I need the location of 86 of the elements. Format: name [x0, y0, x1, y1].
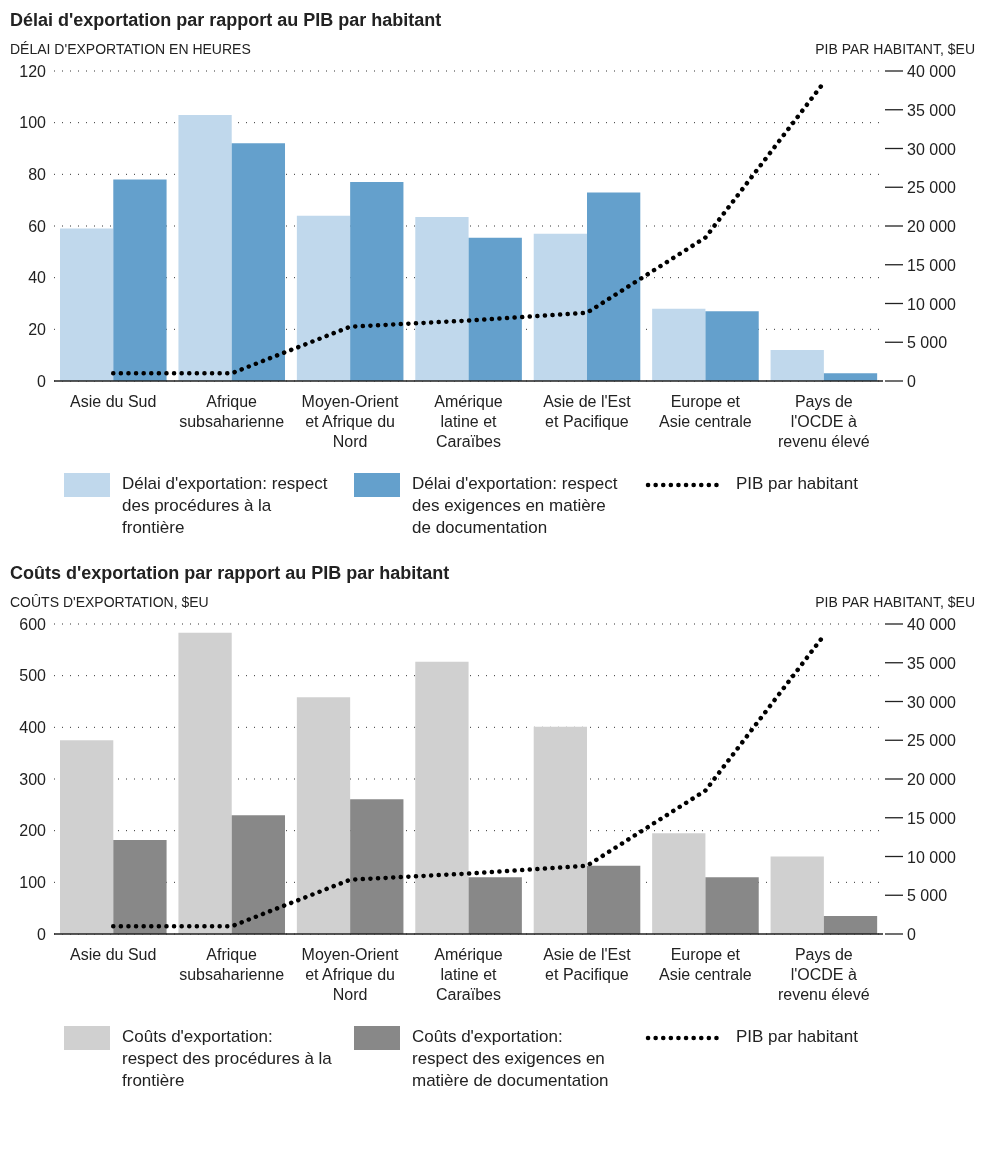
y2-tick-label: 0 [907, 373, 916, 390]
legend-label: PIB par habitant [736, 473, 859, 495]
x-tick-label: Europe et Asie centrale [659, 946, 752, 983]
legend-label: Délai d'exportation: respect des exigences en matière de documentation [412, 473, 619, 539]
x-tick-label: Moyen-Orient et Afrique du Nord [301, 946, 400, 1003]
bar [823, 373, 878, 381]
x-tick-label: Afrique subsaharienne [179, 946, 285, 983]
y-tick-label: 500 [19, 667, 47, 685]
bar [705, 877, 759, 934]
bar [652, 833, 706, 934]
chart-title: Coûts d'exportation par rapport au PIB par habitant [10, 563, 451, 584]
bar [60, 228, 114, 381]
bar [823, 915, 878, 934]
y2-tick-label: 5 000 [907, 887, 948, 905]
bar [178, 632, 232, 934]
bar [231, 815, 286, 934]
y-tick-label: 80 [28, 166, 47, 184]
y2-tick-label: 15 000 [907, 256, 957, 274]
y-tick-label: 100 [19, 874, 47, 892]
bar [468, 877, 522, 934]
x-tick-label: Amérique latine et Caraïbes [434, 393, 503, 450]
y2-axis-title: PIB PAR HABITANT, $EU [815, 41, 975, 57]
bar [533, 726, 588, 934]
bar [587, 865, 641, 934]
legend-label: Coûts d'exportation: respect des procédures à la frontière [122, 1026, 332, 1092]
bar [652, 308, 706, 381]
bar [705, 311, 759, 381]
chart-title: Délai d'exportation par rapport au PIB par habitant [10, 10, 443, 31]
x-tick-label: Asie de l'Est et Pacifique [543, 393, 632, 430]
bar [113, 839, 167, 934]
x-tick-label: Asie du Sud [70, 946, 157, 963]
bar [415, 661, 469, 934]
y2-tick-label: 20 000 [907, 218, 957, 235]
bar [296, 697, 351, 934]
y-tick-label: 600 [19, 615, 47, 633]
legend-label: PIB par habitant [736, 1026, 859, 1048]
y-tick-label: 120 [19, 62, 47, 80]
y-tick-label: 0 [37, 372, 47, 390]
y2-tick-label: 40 000 [907, 616, 957, 633]
y2-tick-label: 35 000 [907, 654, 957, 672]
y-axis-title: COÛTS D'EXPORTATION, $EU [10, 594, 209, 610]
bar [587, 192, 641, 381]
bar [178, 114, 232, 381]
legend-label: Délai d'exportation: respect des procédures à la frontière [122, 473, 329, 539]
bar [468, 237, 522, 381]
bar [296, 215, 351, 381]
y-tick-label: 400 [19, 719, 47, 737]
y2-tick-label: 30 000 [907, 693, 957, 711]
y2-tick-label: 5 000 [907, 334, 948, 352]
y2-tick-label: 15 000 [907, 809, 957, 827]
y-tick-label: 20 [28, 321, 47, 339]
y2-tick-label: 25 000 [907, 179, 957, 197]
x-tick-label: Asie du Sud [70, 393, 157, 410]
y-tick-label: 0 [37, 925, 47, 943]
y2-tick-label: 30 000 [907, 140, 957, 158]
bar [231, 143, 286, 381]
x-tick-label: Europe et Asie centrale [659, 393, 752, 430]
bar [533, 233, 588, 381]
y2-tick-label: 40 000 [907, 63, 957, 80]
bar [113, 179, 167, 381]
x-tick-label: Afrique subsaharienne [179, 393, 285, 430]
bar [770, 856, 824, 934]
y2-tick-label: 35 000 [907, 101, 957, 119]
y2-tick-label: 10 000 [907, 848, 957, 866]
y2-tick-label: 10 000 [907, 295, 957, 313]
y-tick-label: 300 [19, 770, 47, 788]
bar [415, 216, 469, 381]
bar [350, 799, 404, 934]
y2-tick-label: 0 [907, 926, 916, 943]
x-tick-label: Asie de l'Est et Pacifique [543, 946, 632, 983]
y2-tick-label: 25 000 [907, 732, 957, 750]
x-tick-label: Pays de l'OCDE à revenu élevé [777, 393, 870, 450]
y-tick-label: 60 [28, 217, 47, 235]
bar [350, 182, 404, 381]
x-tick-label: Pays de l'OCDE à revenu élevé [777, 946, 870, 1003]
y-tick-label: 200 [19, 822, 47, 840]
y2-tick-label: 20 000 [907, 771, 957, 788]
y2-axis-title: PIB PAR HABITANT, $EU [815, 594, 975, 610]
bar [770, 350, 824, 381]
bar [60, 740, 114, 934]
legend-label: Coûts d'exportation: respect des exigences en matière de documentation [412, 1026, 610, 1092]
y-axis-title: DÉLAI D'EXPORTATION EN HEURES [10, 41, 251, 57]
y-tick-label: 40 [28, 269, 47, 287]
x-tick-label: Moyen-Orient et Afrique du Nord [301, 393, 400, 450]
x-tick-label: Amérique latine et Caraïbes [434, 946, 503, 1003]
y-tick-label: 100 [19, 114, 47, 132]
